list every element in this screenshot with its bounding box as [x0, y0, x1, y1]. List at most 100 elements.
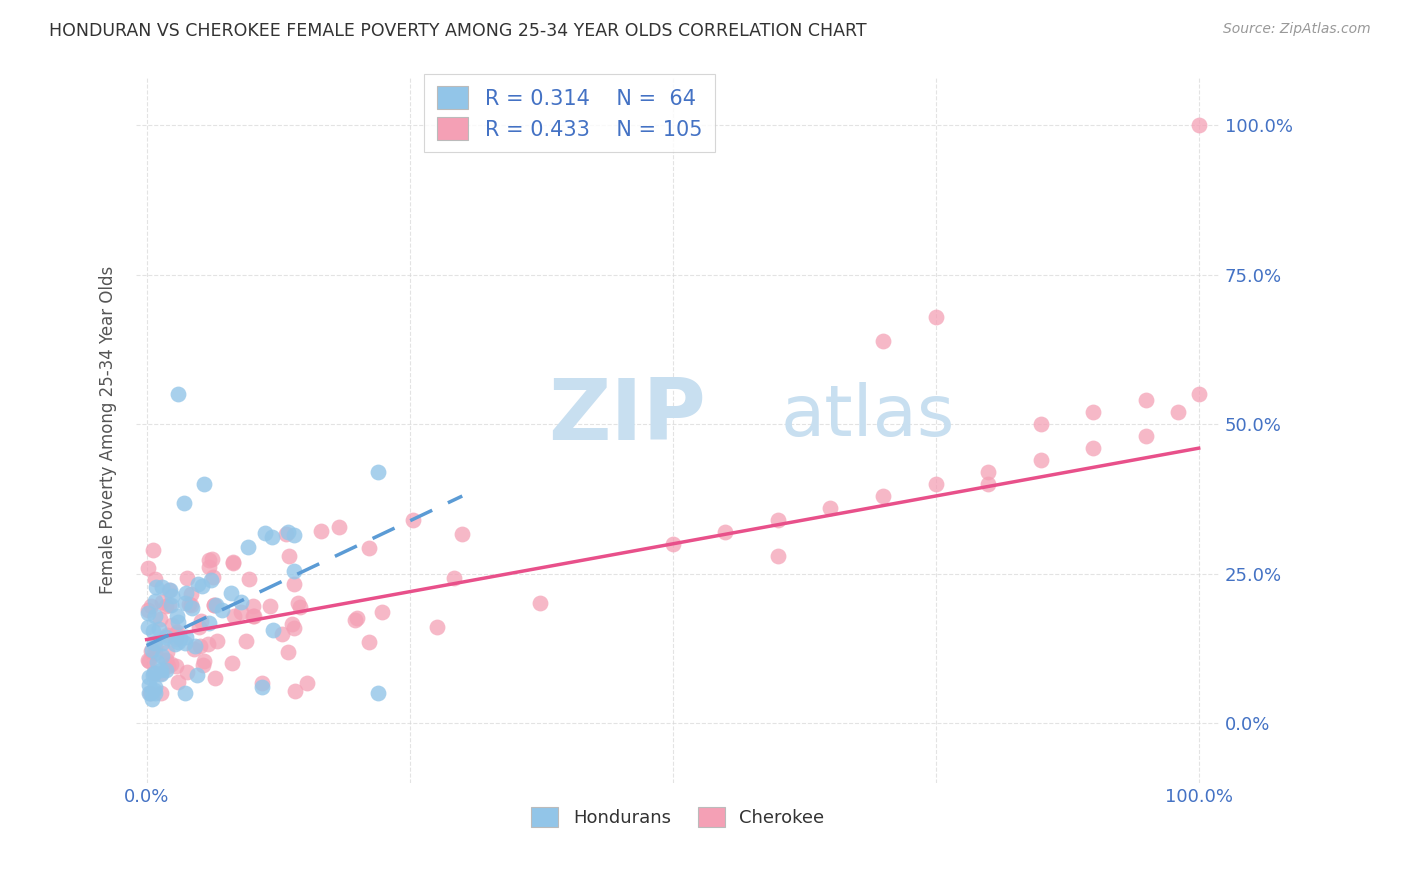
Point: [143, 573, 166, 587]
Point: [156, 645, 179, 659]
Point: [143, 646, 166, 660]
Point: [367, 686, 389, 700]
Point: [198, 553, 221, 567]
Point: [174, 636, 197, 650]
Point: [155, 653, 177, 667]
Point: [150, 648, 173, 663]
Point: [141, 643, 163, 657]
Point: [283, 621, 305, 635]
Point: [253, 525, 276, 540]
Point: [142, 542, 165, 557]
Text: ZIP: ZIP: [548, 375, 706, 458]
Point: [176, 586, 198, 600]
Point: [149, 686, 172, 700]
Point: [243, 609, 266, 624]
Point: [155, 664, 177, 678]
Point: [1029, 453, 1052, 467]
Point: [211, 603, 233, 617]
Point: [281, 616, 304, 631]
Point: [193, 654, 215, 668]
Point: [177, 597, 200, 611]
Point: [235, 634, 257, 648]
Point: [165, 638, 187, 652]
Point: [181, 601, 204, 615]
Point: [205, 634, 228, 648]
Point: [260, 530, 283, 544]
Point: [136, 603, 159, 617]
Point: [201, 551, 224, 566]
Point: [202, 599, 225, 613]
Point: [311, 524, 333, 539]
Text: HONDURAN VS CHEROKEE FEMALE POVERTY AMONG 25-34 YEAR OLDS CORRELATION CHART: HONDURAN VS CHEROKEE FEMALE POVERTY AMON…: [49, 22, 868, 40]
Point: [1083, 441, 1105, 455]
Point: [714, 524, 737, 539]
Text: atlas: atlas: [780, 382, 955, 450]
Point: [274, 527, 297, 541]
Text: Source: ZipAtlas.com: Source: ZipAtlas.com: [1223, 22, 1371, 37]
Point: [443, 571, 465, 585]
Point: [359, 541, 381, 555]
Point: [143, 609, 166, 624]
Point: [529, 597, 551, 611]
Point: [176, 665, 198, 679]
Point: [205, 599, 228, 613]
Point: [252, 681, 274, 695]
Point: [136, 620, 159, 634]
Point: [1188, 387, 1211, 401]
Point: [451, 527, 474, 541]
Point: [143, 640, 166, 654]
Point: [174, 686, 197, 700]
Point: [222, 557, 245, 571]
Point: [136, 653, 159, 667]
Point: [141, 692, 163, 706]
Point: [157, 583, 180, 598]
Point: [287, 596, 309, 610]
Point: [661, 537, 683, 551]
Point: [766, 549, 789, 563]
Point: [1167, 405, 1189, 419]
Point: [1135, 429, 1157, 443]
Point: [145, 580, 167, 594]
Point: [367, 465, 389, 479]
Point: [277, 645, 299, 659]
Point: [150, 663, 173, 677]
Point: [222, 608, 245, 623]
Point: [150, 580, 173, 594]
Point: [156, 628, 179, 642]
Point: [278, 549, 301, 563]
Y-axis label: Female Poverty Among 25-34 Year Olds: Female Poverty Among 25-34 Year Olds: [100, 266, 117, 594]
Point: [138, 654, 160, 668]
Point: [924, 310, 946, 324]
Point: [173, 496, 195, 510]
Point: [197, 638, 219, 652]
Point: [187, 577, 209, 591]
Point: [259, 599, 281, 614]
Point: [142, 682, 165, 697]
Point: [143, 681, 166, 695]
Point: [231, 595, 253, 609]
Point: [766, 513, 789, 527]
Legend: Hondurans, Cherokee: Hondurans, Cherokee: [524, 799, 832, 834]
Point: [183, 641, 205, 656]
Point: [271, 627, 294, 641]
Point: [180, 587, 202, 601]
Point: [165, 659, 187, 673]
Point: [343, 613, 366, 627]
Point: [190, 614, 212, 628]
Point: [204, 671, 226, 685]
Point: [872, 489, 894, 503]
Point: [346, 611, 368, 625]
Point: [252, 676, 274, 690]
Point: [977, 477, 1000, 491]
Point: [145, 655, 167, 669]
Point: [426, 620, 449, 634]
Point: [150, 667, 173, 681]
Point: [186, 668, 208, 682]
Point: [191, 579, 214, 593]
Point: [238, 572, 260, 586]
Point: [149, 612, 172, 626]
Point: [139, 643, 162, 657]
Point: [156, 659, 179, 673]
Point: [198, 560, 221, 574]
Point: [924, 477, 946, 491]
